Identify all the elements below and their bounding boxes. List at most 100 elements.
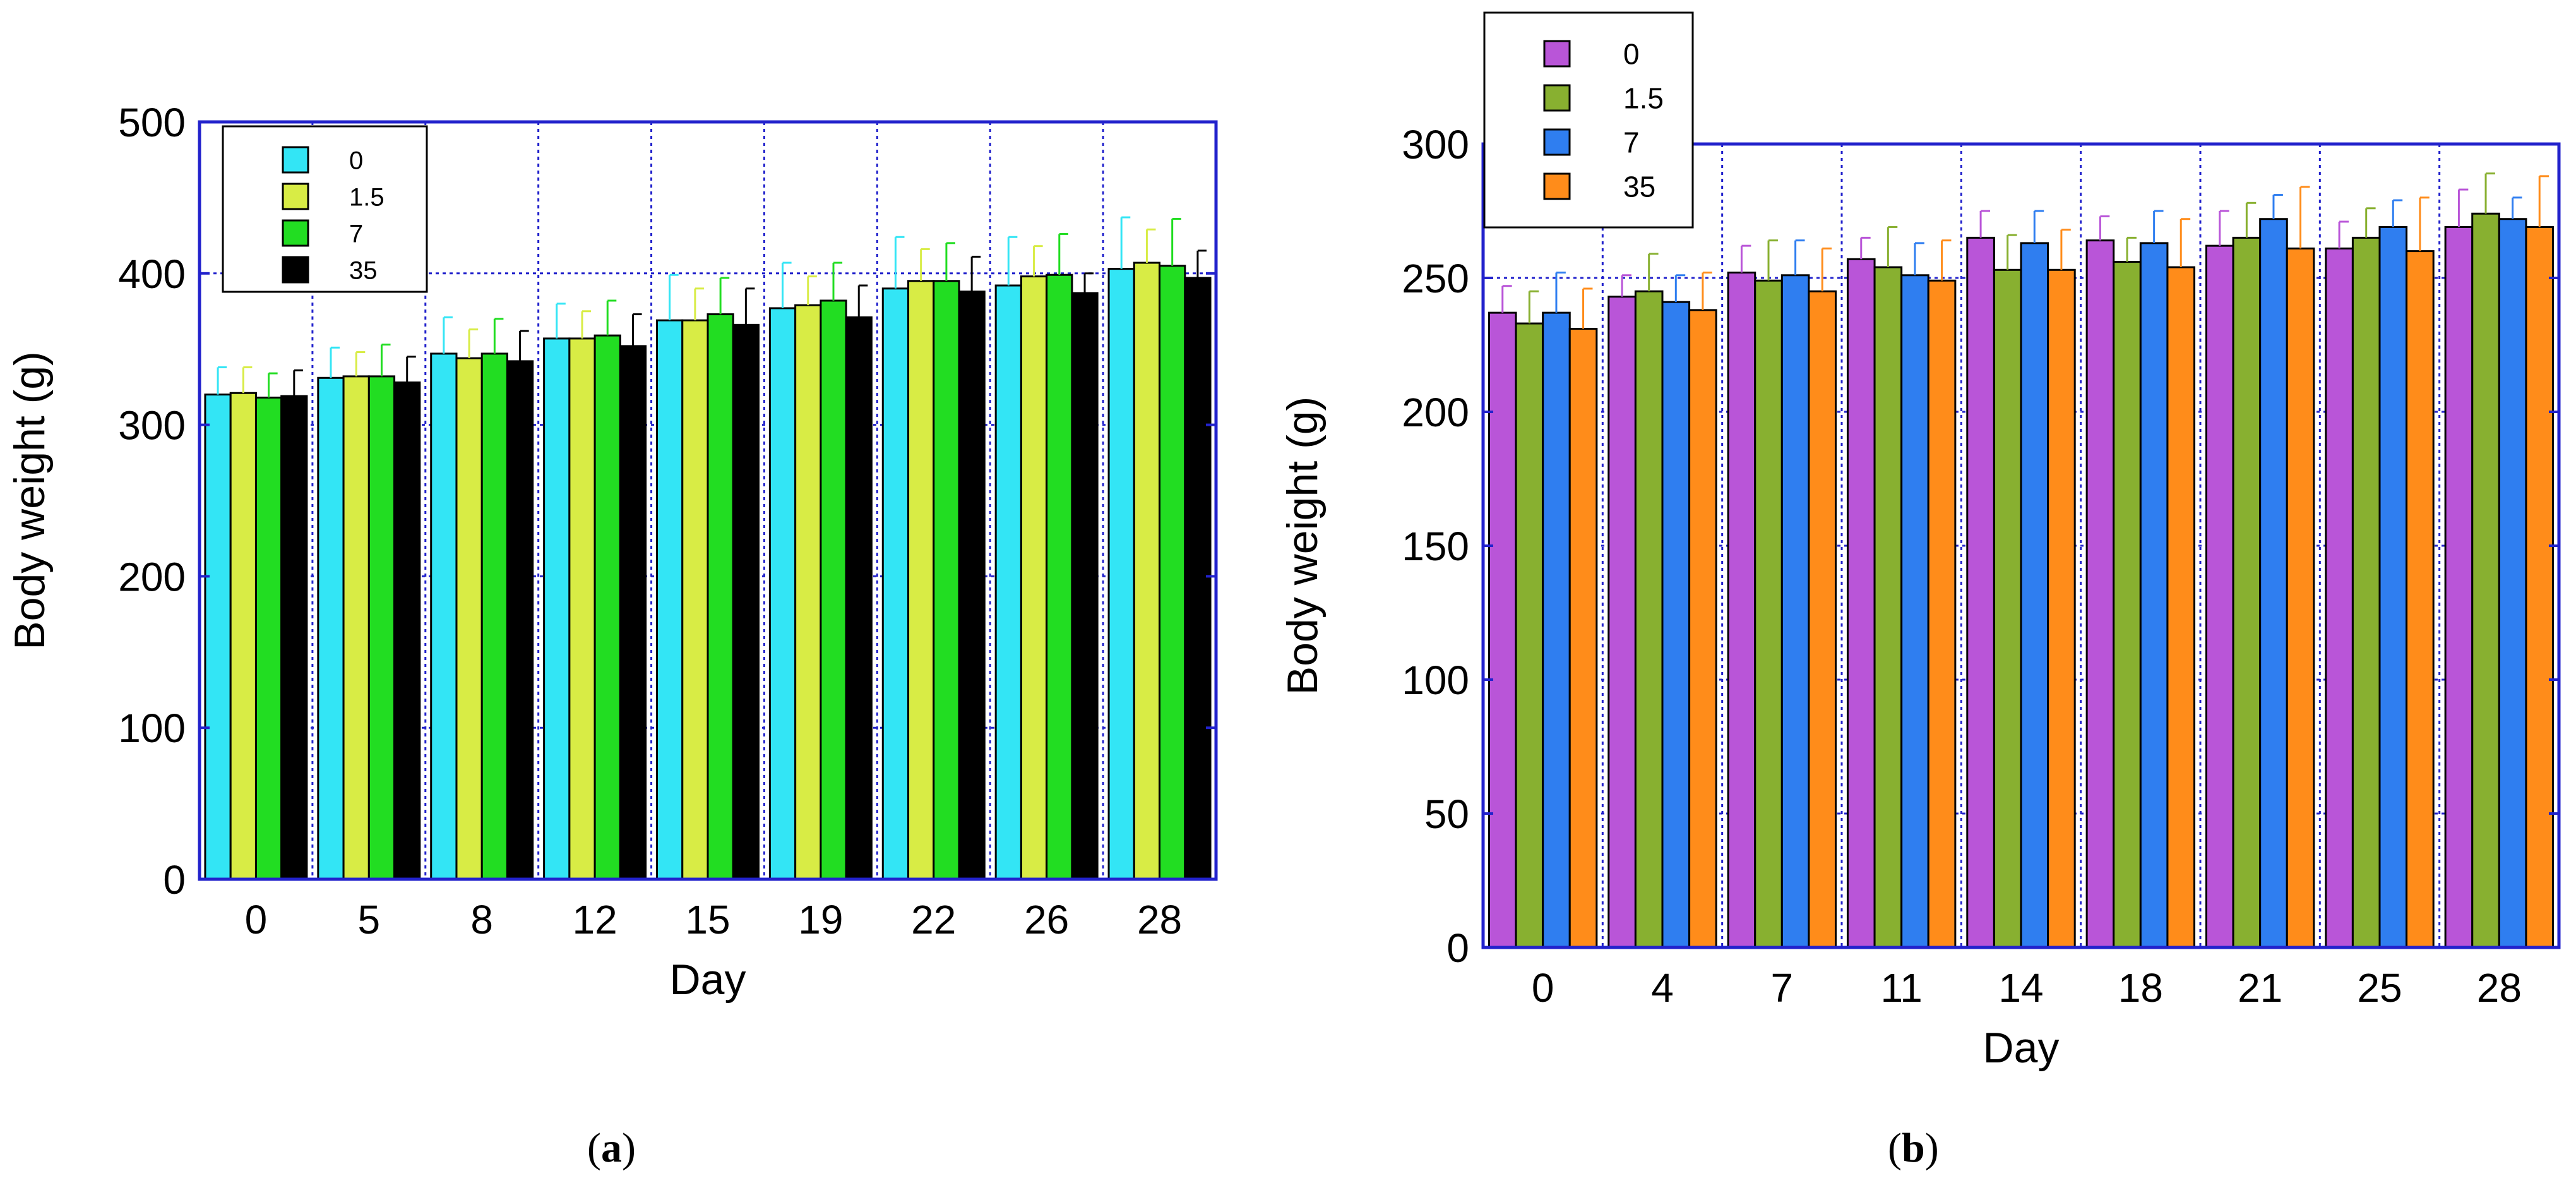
panel-a-bar-35-0 xyxy=(280,395,308,880)
panel-b-bar-1_5-28 xyxy=(2471,212,2500,949)
panel-b-xtick-label: 4 xyxy=(1651,965,1674,1011)
panel-b-legend-swatch-1_5 xyxy=(1543,84,1571,112)
panel-b-legend-swatch-7 xyxy=(1543,128,1571,156)
panel-b-ytick-label: 0 xyxy=(1446,925,1469,971)
panel-b-bar-1_5-11 xyxy=(1873,266,1903,949)
panel-b-bar-7-14 xyxy=(2020,242,2049,949)
panel-a-ytick-label: 300 xyxy=(118,403,186,448)
panel-b-xtick-label: 7 xyxy=(1771,965,1794,1011)
panel-b-bar-35-11 xyxy=(1927,279,1957,949)
panel-a-ytick-label: 400 xyxy=(118,251,186,297)
panel-b-bar-0-25 xyxy=(2325,247,2354,949)
panel-b-ytick-label: 150 xyxy=(1402,524,1469,569)
panel-b-ytick-label: 100 xyxy=(1402,658,1469,703)
panel-a-legend-box xyxy=(222,125,428,293)
panel-b-bar-1_5-25 xyxy=(2351,236,2381,949)
panel-a-bar-35-26 xyxy=(1071,292,1099,880)
panel-b-bar-1_5-7 xyxy=(1754,279,1783,949)
panel-a-legend-label-7: 7 xyxy=(349,220,363,248)
panel-b-bar-0-18 xyxy=(2085,239,2115,949)
panel-b-bar-35-28 xyxy=(2525,225,2555,949)
panel-b-legend-label-0: 0 xyxy=(1623,38,1640,71)
panel-b-bar-1_5-0 xyxy=(1515,322,1544,949)
panel-a-yaxis-title: Body weight (g) xyxy=(6,351,54,649)
panel-b-bar-1_5-18 xyxy=(2113,261,2142,949)
panel-b-legend-swatch-0 xyxy=(1543,40,1571,68)
panel-b-legend-label-7: 7 xyxy=(1623,126,1640,159)
panel-a-bar-0-22 xyxy=(881,287,910,880)
panel-a-bar-0-28 xyxy=(1107,268,1135,880)
panel-a-bar-35-12 xyxy=(619,345,647,880)
panel-a-bar-0-15 xyxy=(656,319,684,880)
panel-a-bar-7-28 xyxy=(1159,265,1186,880)
panel-b-legend-box xyxy=(1483,11,1694,229)
panel-b-yaxis-title: Body weight (g) xyxy=(1279,397,1327,695)
panel-b-chart: 0 50 100 150 200 250 300 0 4 7 11 14 18 21 25 28 Day Body… xyxy=(1279,11,2561,1072)
panel-a-bar-0-8 xyxy=(430,352,458,880)
panel-a-bar-0-5 xyxy=(317,376,345,880)
caption-a-letter: a xyxy=(600,1125,622,1171)
panel-b-bar-7-18 xyxy=(2139,242,2169,949)
panel-b-bar-0-14 xyxy=(1966,236,1995,949)
panel-b-xaxis-title: Day xyxy=(1983,1024,2060,1072)
panel-a-legend-swatch-1_5 xyxy=(282,183,309,210)
panel-b-ytick-label: 200 xyxy=(1402,390,1469,435)
panel-b-bar-7-25 xyxy=(2378,225,2408,949)
panel-b-bar-1_5-14 xyxy=(1993,268,2022,949)
panel-a-bar-35-22 xyxy=(958,291,986,880)
panel-a-bar-7-15 xyxy=(707,313,734,880)
panel-a-bar-1_5-28 xyxy=(1133,261,1161,880)
panel-b-xtick-label: 21 xyxy=(2238,965,2282,1011)
panel-a-bar-35-15 xyxy=(732,323,760,880)
panel-b-bar-7-7 xyxy=(1780,274,1810,949)
panel-a-bar-35-8 xyxy=(506,360,534,880)
panel-a-legend: 0 1.5 7 35 xyxy=(222,125,428,293)
panel-b-ytick-label: 300 xyxy=(1402,122,1469,167)
panel-a-xtick-label: 26 xyxy=(1024,897,1069,942)
panel-a-xtick-label: 8 xyxy=(470,897,493,942)
panel-b-xtick-label: 14 xyxy=(1998,965,2043,1011)
panel-a-xtick-label: 0 xyxy=(245,897,268,942)
panel-a-bar-1_5-12 xyxy=(568,337,596,880)
panel-b-ytick-label: 50 xyxy=(1424,791,1469,837)
panel-a-legend-label-1_5: 1.5 xyxy=(349,183,385,211)
panel-b-bar-0-4 xyxy=(1607,296,1637,949)
panel-a-ytick-label: 200 xyxy=(118,554,186,599)
panel-a-bar-0-19 xyxy=(768,307,797,880)
panel-b-bar-7-11 xyxy=(1900,274,1929,949)
panel-a-xtick-label: 12 xyxy=(573,897,617,942)
panel-b-xtick-label: 25 xyxy=(2357,965,2402,1011)
caption-b-letter: b xyxy=(1901,1125,1925,1171)
panel-b-bar-7-0 xyxy=(1542,311,1571,949)
panel-a-bar-1_5-15 xyxy=(681,319,709,880)
panel-a-frame xyxy=(198,120,1218,881)
panel-a-xtick-label: 5 xyxy=(358,897,381,942)
panel-b-bar-0-11 xyxy=(1846,258,1876,949)
panel-a-ytick-label: 0 xyxy=(163,857,186,903)
panel-b-bar-1_5-4 xyxy=(1634,290,1664,949)
panel-a-bar-1_5-8 xyxy=(455,357,483,880)
panel-a-bar-7-8 xyxy=(480,352,508,880)
panel-a-bar-7-26 xyxy=(1046,273,1073,880)
panel-b-xtick-label: 0 xyxy=(1532,965,1554,1011)
panel-a-xtick-label: 22 xyxy=(911,897,956,942)
panel-a-legend-swatch-7 xyxy=(282,219,309,247)
panel-b-legend-swatch-35 xyxy=(1543,172,1571,200)
panel-a-ytick-label: 500 xyxy=(118,100,186,145)
panel-b-bar-0-7 xyxy=(1727,272,1756,949)
panel-a-bar-7-0 xyxy=(254,396,283,880)
panel-b-bar-0-0 xyxy=(1488,311,1517,949)
panel-a-bar-0-26 xyxy=(994,284,1022,880)
panel-a-bar-7-19 xyxy=(820,299,847,880)
panel-a-bar-7-5 xyxy=(367,375,396,880)
panel-b-bar-0-28 xyxy=(2444,225,2474,949)
panel-a-legend-label-35: 35 xyxy=(349,256,378,284)
panel-a-bar-35-19 xyxy=(845,316,873,880)
panel-a-bar-7-12 xyxy=(593,334,621,880)
panel-b-bar-1_5-21 xyxy=(2232,236,2262,949)
panel-b-bar-35-4 xyxy=(1688,309,1717,949)
panel-b-bar-0-21 xyxy=(2205,244,2234,949)
panel-a-xtick-label: 28 xyxy=(1137,897,1182,942)
panel-a-chart: 0 100 200 300 400 500 0 5 8 12 15 19 22 26 28 Day Body w… xyxy=(6,100,1218,1004)
